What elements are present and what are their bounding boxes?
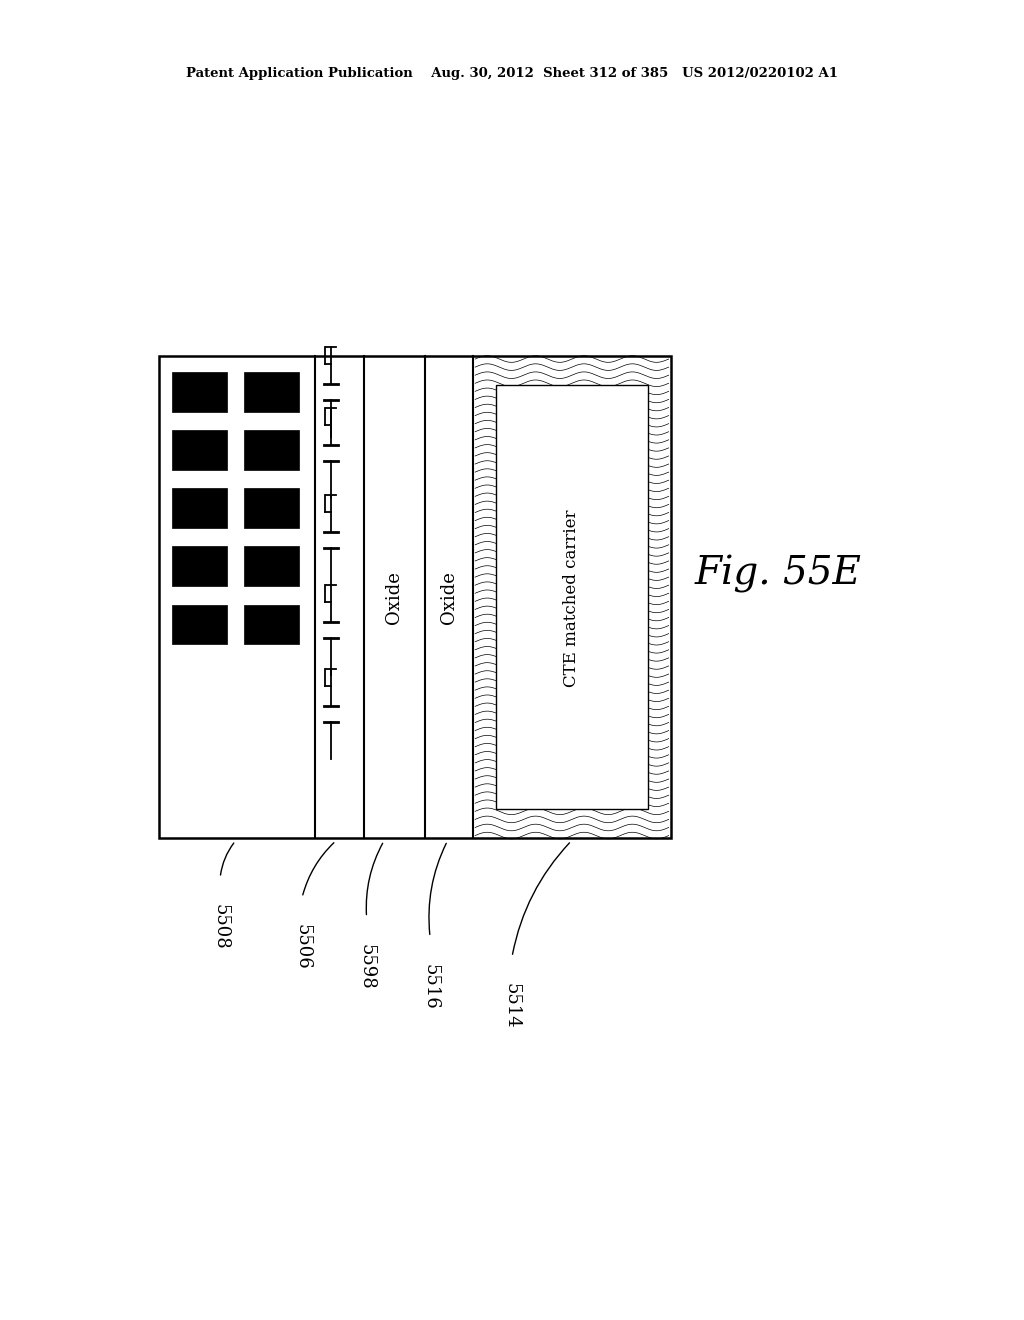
Text: 5508: 5508 xyxy=(211,904,229,950)
Bar xyxy=(172,430,227,470)
Bar xyxy=(159,356,671,838)
Bar xyxy=(244,430,299,470)
Bar xyxy=(172,372,227,412)
Bar xyxy=(473,356,671,838)
Text: 5506: 5506 xyxy=(293,924,311,970)
Text: Fig. 55E: Fig. 55E xyxy=(695,556,861,593)
Text: 5514: 5514 xyxy=(503,983,521,1030)
Text: 5598: 5598 xyxy=(357,944,376,990)
Bar xyxy=(244,605,299,644)
Bar xyxy=(244,546,299,586)
Text: Oxide: Oxide xyxy=(385,572,403,624)
Bar xyxy=(172,488,227,528)
Text: Oxide: Oxide xyxy=(439,572,458,624)
Text: Patent Application Publication    Aug. 30, 2012  Sheet 312 of 385   US 2012/0220: Patent Application Publication Aug. 30, … xyxy=(186,67,838,81)
Text: 5516: 5516 xyxy=(421,964,439,1010)
Bar xyxy=(244,372,299,412)
Bar xyxy=(172,605,227,644)
Text: CTE matched carrier: CTE matched carrier xyxy=(563,510,580,686)
Bar xyxy=(172,546,227,586)
Bar xyxy=(244,488,299,528)
Bar xyxy=(496,385,648,809)
